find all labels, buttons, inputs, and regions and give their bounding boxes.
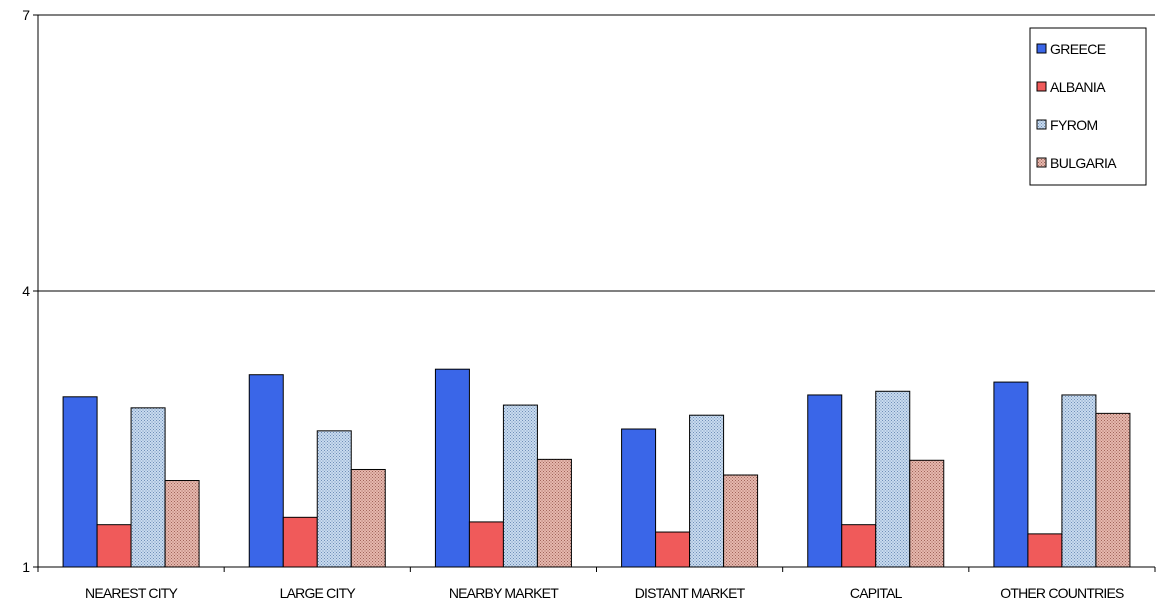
x-tick-label: CAPITAL	[850, 585, 903, 601]
legend-label-albania: ALBANIA	[1050, 79, 1106, 95]
bar-greece-nearest-city	[62, 396, 98, 568]
legend-label-greece: GREECE	[1050, 41, 1106, 57]
bar-albania-nearby-market	[468, 521, 504, 568]
bar-albania-capital	[841, 524, 877, 568]
legend-box	[1029, 27, 1147, 186]
bar-greece-capital	[807, 394, 843, 568]
y-tick-label: 1	[22, 559, 30, 575]
legend-swatch-bulgaria	[1036, 157, 1047, 168]
legend-label-fyrom: FYROM	[1050, 117, 1098, 133]
bar-greece-other-countries	[993, 381, 1029, 568]
bar-albania-distant-market	[655, 531, 691, 568]
legend-label-bulgaria: BULGARIA	[1050, 155, 1117, 171]
bar-albania-nearest-city	[96, 524, 132, 568]
x-tick-label: OTHER COUNTRIES	[1000, 585, 1124, 601]
y-tick-label: 4	[22, 283, 30, 299]
bar-greece-distant-market	[621, 428, 657, 568]
bars	[62, 368, 1131, 568]
legend: GREECE ALBANIA FYROM BULGARIA	[1029, 27, 1147, 186]
bar-bulgaria-other-countries	[1095, 412, 1131, 568]
bar-bulgaria-large-city	[350, 468, 386, 568]
legend-swatch-fyrom	[1036, 119, 1047, 130]
bar-fyrom-large-city	[316, 430, 352, 568]
bar-fyrom-other-countries	[1061, 394, 1097, 568]
bar-bulgaria-nearby-market	[536, 458, 572, 568]
x-tick-label: LARGE CITY	[280, 585, 357, 601]
legend-swatch-albania	[1036, 81, 1047, 92]
bar-greece-nearby-market	[434, 368, 470, 568]
bar-fyrom-nearby-market	[502, 404, 538, 568]
x-tick-label: NEARBY MARKET	[449, 585, 559, 601]
y-tick-labels: 1 4 7	[22, 7, 30, 575]
bar-albania-other-countries	[1027, 533, 1063, 568]
axes	[33, 14, 1156, 572]
gridlines	[38, 14, 1155, 292]
bar-fyrom-nearest-city	[130, 407, 166, 568]
bar-greece-large-city	[248, 374, 284, 568]
bar-bulgaria-nearest-city	[164, 480, 200, 568]
bar-albania-large-city	[282, 516, 318, 568]
legend-swatch-greece	[1036, 43, 1047, 54]
x-tick-label: DISTANT MARKET	[635, 585, 746, 601]
bar-bulgaria-distant-market	[723, 474, 759, 568]
bar-bulgaria-capital	[909, 459, 945, 568]
bar-fyrom-distant-market	[689, 414, 725, 568]
y-tick-label: 7	[22, 7, 30, 23]
x-tick-labels: NEAREST CITY LARGE CITY NEARBY MARKET DISTA…	[85, 585, 1125, 601]
bar-fyrom-capital	[875, 390, 911, 568]
x-tick-label: NEAREST CITY	[85, 585, 179, 601]
